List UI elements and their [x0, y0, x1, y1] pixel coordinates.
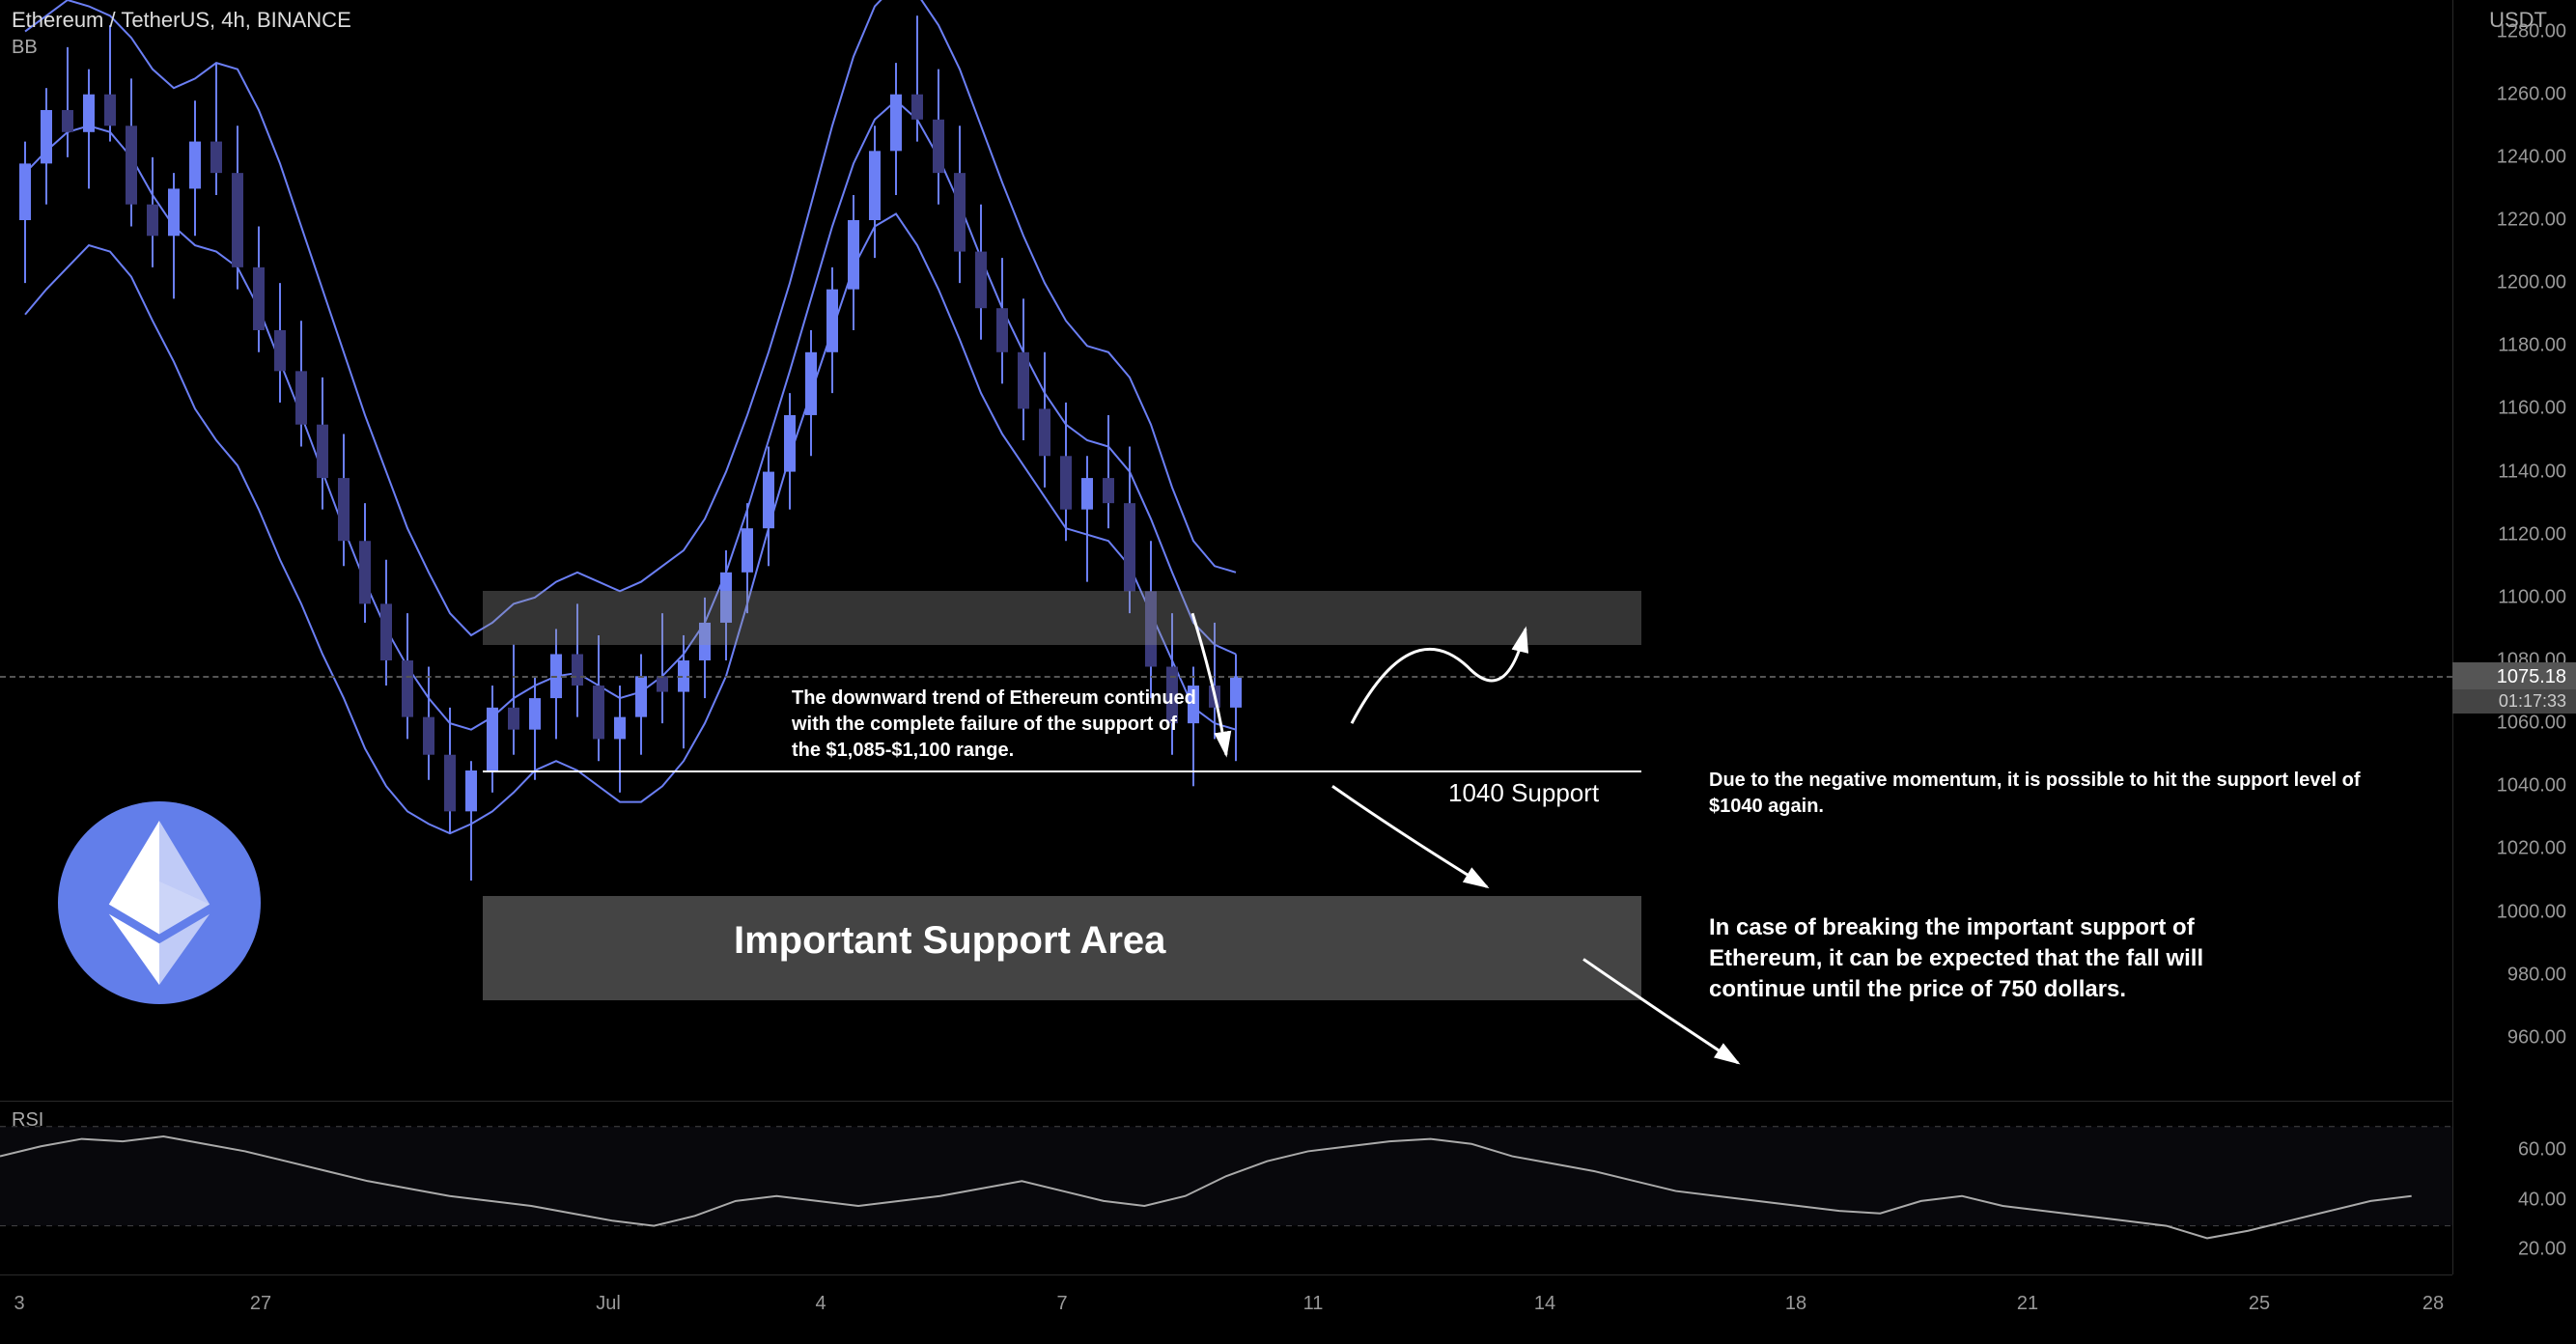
- rsi-tick: 60.00: [2518, 1139, 2566, 1162]
- rsi-panel[interactable]: RSI: [0, 1101, 2452, 1274]
- rsi-tick: 20.00: [2518, 1239, 2566, 1261]
- ethereum-logo-icon: [58, 801, 261, 1004]
- time-tick: 11: [1303, 1293, 1324, 1315]
- price-axis: USDT 1280.001260.001240.001220.001200.00…: [2452, 0, 2576, 1101]
- price-tick: 1060.00: [2497, 713, 2566, 735]
- rsi-axis: 60.00 40.00 20.00: [2452, 1101, 2576, 1274]
- price-tick: 1240.00: [2497, 146, 2566, 168]
- time-tick: 21: [2017, 1293, 2038, 1315]
- chart-annotation: The downward trend of Ethereum continued…: [792, 686, 1207, 764]
- time-tick: 27: [250, 1293, 271, 1315]
- price-tick: 1000.00: [2497, 901, 2566, 923]
- price-tick: 1020.00: [2497, 838, 2566, 860]
- price-tick: 1180.00: [2498, 335, 2566, 357]
- price-tick: 960.00: [2507, 1026, 2566, 1049]
- countdown-badge: 01:17:33: [2452, 689, 2576, 714]
- bb-indicator-label: BB: [12, 37, 38, 59]
- time-tick: 4: [815, 1293, 826, 1315]
- time-tick: 3: [14, 1293, 24, 1315]
- current-price-badge: 1075.18: [2452, 662, 2576, 692]
- time-tick: 28: [2422, 1293, 2444, 1315]
- price-tick: 1280.00: [2497, 20, 2566, 42]
- rsi-tick: 40.00: [2518, 1189, 2566, 1211]
- chart-annotation: In case of breaking the important suppor…: [1709, 912, 2250, 1006]
- price-tick: 1120.00: [2498, 523, 2566, 546]
- time-tick: 25: [2249, 1293, 2270, 1315]
- rsi-label: RSI: [12, 1109, 43, 1132]
- time-tick: 18: [1785, 1293, 1806, 1315]
- price-tick: 1260.00: [2497, 83, 2566, 105]
- price-tick: 1220.00: [2497, 210, 2566, 232]
- chart-annotation: Due to the negative momentum, it is poss…: [1709, 768, 2366, 820]
- price-tick: 980.00: [2507, 964, 2566, 986]
- price-tick: 1200.00: [2497, 272, 2566, 294]
- price-tick: 1160.00: [2498, 398, 2566, 420]
- support-line-label: 1040 Support: [1448, 778, 1599, 808]
- price-tick: 1140.00: [2498, 461, 2566, 483]
- support-zone: [483, 591, 1641, 644]
- chart-title: Ethereum / TetherUS, 4h, BINANCE: [12, 8, 351, 33]
- support-line: [483, 770, 1641, 772]
- price-tick: 1100.00: [2498, 586, 2566, 608]
- chart-container: Ethereum / TetherUS, 4h, BINANCE BB USDT…: [0, 0, 2576, 1344]
- support-area-label: Important Support Area: [734, 919, 1165, 963]
- price-tick: 1040.00: [2497, 775, 2566, 798]
- time-tick: 7: [1056, 1293, 1067, 1315]
- time-tick: Jul: [596, 1293, 621, 1315]
- time-axis: 3 27 Jul 4 7 11 14 18 21 25 28: [0, 1274, 2452, 1344]
- time-tick: 14: [1534, 1293, 1555, 1315]
- current-price-line: [0, 676, 2452, 678]
- rsi-svg: [0, 1102, 2452, 1275]
